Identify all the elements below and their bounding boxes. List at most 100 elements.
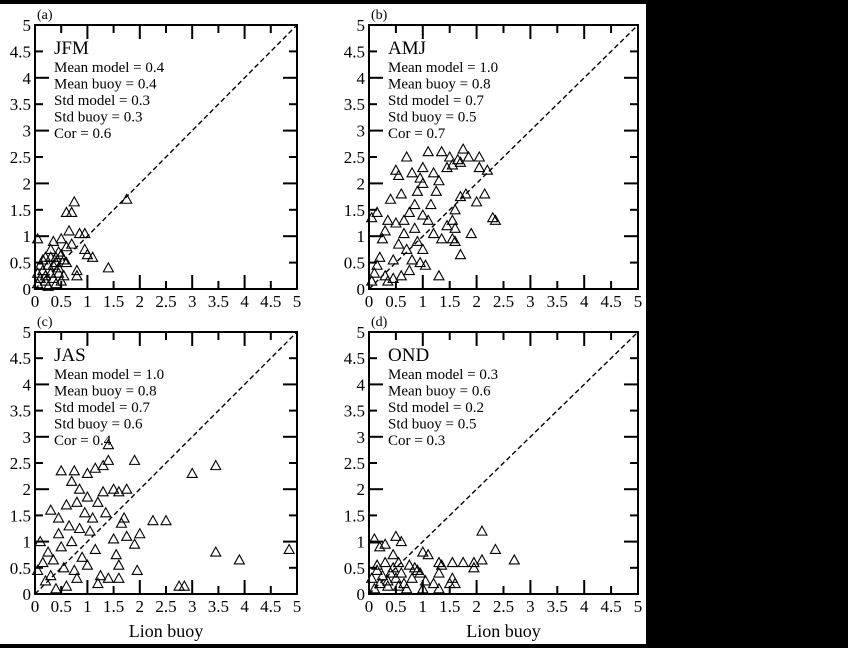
y-tick-label: 2 xyxy=(23,174,32,193)
triangle-marker-icon xyxy=(395,187,408,199)
stat-line: Std buoy = 0.6 xyxy=(54,417,143,433)
triangle-marker-icon xyxy=(416,208,429,220)
triangle-marker-icon xyxy=(392,556,405,568)
triangle-marker-icon xyxy=(365,572,378,583)
triangle-marker-icon xyxy=(81,467,94,479)
triangle-marker-icon xyxy=(443,150,456,162)
y-tick-label: 4 xyxy=(357,69,366,88)
y-tick-label: 4 xyxy=(357,375,366,394)
triangle-marker-icon xyxy=(465,227,478,239)
triangle-marker-icon xyxy=(173,580,186,591)
triangle-marker-icon xyxy=(55,540,68,552)
scatter-points xyxy=(365,142,502,286)
triangle-marker-icon xyxy=(52,511,65,523)
triangle-marker-icon xyxy=(78,227,91,239)
triangle-marker-icon xyxy=(60,580,73,591)
triangle-marker-icon xyxy=(55,464,68,476)
panel-label: (d) xyxy=(371,315,388,330)
y-tick-label: 3 xyxy=(23,428,32,447)
triangle-marker-icon xyxy=(60,256,73,268)
triangle-marker-icon xyxy=(462,150,475,162)
x-tick-label: 3 xyxy=(526,292,535,311)
triangle-marker-icon xyxy=(65,475,78,486)
triangle-marker-icon xyxy=(99,506,112,518)
scatter-panel-jfm: (a)000.50.5111.51.5222.52.5333.53.5444.5… xyxy=(10,8,302,311)
triangle-marker-icon xyxy=(435,145,448,157)
triangle-marker-icon xyxy=(60,240,73,252)
triangle-marker-icon xyxy=(406,572,418,583)
triangle-marker-icon xyxy=(446,232,459,244)
triangle-marker-icon xyxy=(128,538,141,549)
triangle-marker-icon xyxy=(376,232,389,244)
x-tick-label: 4 xyxy=(580,597,589,616)
triangle-marker-icon xyxy=(233,553,246,565)
triangle-marker-icon xyxy=(86,251,99,262)
x-tick-label: 4 xyxy=(240,597,249,616)
triangle-marker-icon xyxy=(416,545,429,557)
triangle-marker-icon xyxy=(55,274,68,286)
x-tick-label: 1 xyxy=(83,597,92,616)
x-tick-label: 4.5 xyxy=(600,597,621,616)
triangle-marker-icon xyxy=(373,540,386,552)
triangle-marker-icon xyxy=(283,543,296,555)
triangle-marker-icon xyxy=(400,582,413,594)
season-label: OND xyxy=(388,345,429,366)
triangle-marker-icon xyxy=(416,161,429,173)
triangle-marker-icon xyxy=(446,556,459,568)
triangle-marker-icon xyxy=(433,174,445,186)
y-tick-label: 0.5 xyxy=(10,254,31,273)
triangle-marker-icon xyxy=(414,566,427,578)
season-label: JAS xyxy=(54,345,86,366)
triangle-marker-icon xyxy=(146,514,159,526)
triangle-marker-icon xyxy=(68,195,81,207)
stat-line: Cor = 0.7 xyxy=(388,126,446,142)
y-tick-label: 1.5 xyxy=(344,506,365,525)
triangle-marker-icon xyxy=(112,485,125,497)
triangle-marker-icon xyxy=(459,187,472,199)
triangle-marker-icon xyxy=(209,459,222,471)
triangle-marker-icon xyxy=(381,274,394,286)
triangle-marker-icon xyxy=(368,582,381,594)
triangle-marker-icon xyxy=(419,574,432,586)
triangle-marker-icon xyxy=(454,156,467,167)
y-tick-label: 3.5 xyxy=(10,402,31,421)
triangle-marker-icon xyxy=(102,454,115,465)
stat-line: Std buoy = 0.3 xyxy=(54,110,142,126)
triangle-marker-icon xyxy=(131,564,144,575)
triangle-marker-icon xyxy=(31,564,44,575)
triangle-marker-icon xyxy=(34,535,47,547)
y-tick-label: 3 xyxy=(23,122,32,141)
triangle-marker-icon xyxy=(70,269,83,281)
x-tick-label: 2.5 xyxy=(493,292,514,311)
triangle-marker-icon xyxy=(52,267,65,278)
triangle-marker-icon xyxy=(441,219,453,231)
stat-line: Mean buoy = 0.8 xyxy=(54,384,157,400)
y-tick-label: 4.5 xyxy=(10,349,31,368)
scatter-panel-amj: (b)000.50.5111.51.5222.52.5333.53.5444.5… xyxy=(344,8,643,311)
triangle-marker-icon xyxy=(47,235,60,247)
triangle-marker-icon xyxy=(408,198,421,210)
triangle-marker-icon xyxy=(414,256,427,268)
triangle-marker-icon xyxy=(435,559,448,570)
triangle-marker-icon xyxy=(478,187,491,199)
triangle-marker-icon xyxy=(473,150,486,162)
triangle-marker-icon xyxy=(381,580,394,591)
y-tick-label: 5 xyxy=(357,323,366,342)
triangle-marker-icon xyxy=(414,171,427,183)
plot-frame xyxy=(368,24,639,290)
triangle-marker-icon xyxy=(94,569,107,581)
x-tick-label: 2 xyxy=(472,292,481,311)
triangle-marker-icon xyxy=(186,467,199,479)
triangle-marker-icon xyxy=(31,267,44,278)
triangle-marker-icon xyxy=(454,190,467,202)
x-tick-label: 1.5 xyxy=(103,597,124,616)
triangle-marker-icon xyxy=(65,237,78,249)
triangle-marker-icon xyxy=(389,216,402,228)
triangle-marker-icon xyxy=(63,519,75,531)
triangle-marker-icon xyxy=(81,248,94,260)
triangle-marker-icon xyxy=(486,211,499,223)
triangle-marker-icon xyxy=(81,559,94,570)
x-tick-label: 1.5 xyxy=(103,292,124,311)
triangle-marker-icon xyxy=(102,261,115,273)
x-tick-label: 2 xyxy=(136,597,145,616)
